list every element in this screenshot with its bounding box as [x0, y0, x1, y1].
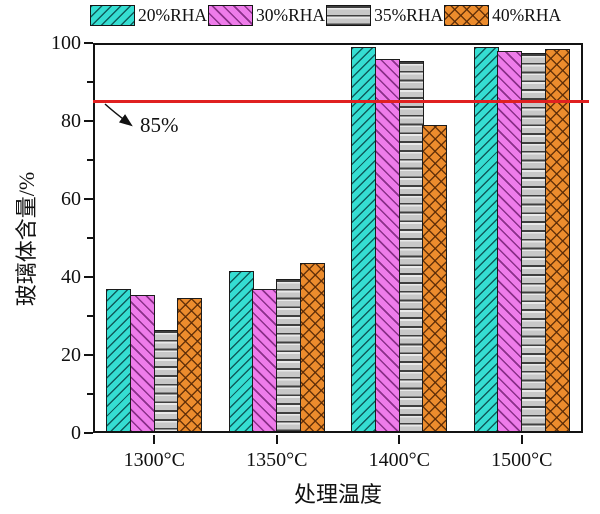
y-major-tick: [84, 276, 93, 279]
20%RHA-swatch-icon: [90, 5, 135, 26]
legend-label: 35%RHA: [374, 5, 444, 25]
y-tick-label: 100: [51, 32, 81, 54]
legend-item-35%RHA: 35%RHA: [326, 5, 443, 26]
reference-line-label: 85%: [140, 113, 179, 137]
bar-1500°C-35%RHA: [521, 52, 547, 433]
bar-1500°C-40%RHA: [544, 48, 570, 433]
y-minor-tick: [87, 393, 93, 395]
y-tick-label: 0: [71, 422, 81, 444]
x-tick: [520, 435, 523, 444]
reference-line-85: [93, 100, 589, 103]
bar-1350°C-20%RHA: [228, 271, 254, 433]
legend: 20%RHA 30%RHA 35%RHA 40%RHA: [90, 5, 561, 26]
y-major-tick: [84, 354, 93, 357]
bar-1300°C-30%RHA: [129, 294, 155, 433]
bar-1300°C-35%RHA: [153, 329, 179, 433]
bar-1350°C-35%RHA: [276, 278, 302, 433]
x-axis-title: 处理温度: [293, 482, 382, 507]
bar-1400°C-20%RHA: [351, 46, 377, 433]
bar-1400°C-35%RHA: [398, 60, 424, 433]
legend-label: 30%RHA: [256, 5, 326, 25]
bar-1300°C-20%RHA: [106, 288, 132, 433]
y-minor-tick: [87, 159, 93, 161]
y-minor-tick: [87, 81, 93, 83]
bar-group-1500°C: [461, 43, 584, 433]
y-tick-label: 40: [61, 266, 81, 288]
bar-1350°C-30%RHA: [252, 288, 278, 433]
y-axis-title: 玻璃体含量/%: [14, 171, 39, 307]
x-category-label: 1400°C: [368, 449, 430, 471]
y-tick-label: 60: [61, 188, 81, 210]
y-major-tick: [84, 42, 93, 45]
x-category-label: 1500°C: [491, 449, 553, 471]
x-tick: [275, 435, 278, 444]
y-major-tick: [84, 198, 93, 201]
35%RHA-swatch-icon: [326, 5, 372, 26]
bar-1350°C-40%RHA: [299, 263, 325, 433]
y-tick-label: 20: [61, 344, 81, 366]
30%RHA-swatch-icon: [208, 5, 254, 26]
legend-item-40%RHA: 40%RHA: [444, 5, 561, 26]
bar-1500°C-20%RHA: [473, 46, 499, 433]
legend-label: 20%RHA: [138, 5, 208, 25]
y-major-tick: [84, 120, 93, 123]
y-minor-tick: [87, 315, 93, 317]
legend-item-30%RHA: 30%RHA: [208, 5, 325, 26]
40%RHA-swatch-icon: [444, 5, 490, 26]
bar-1500°C-30%RHA: [497, 50, 523, 433]
x-category-label: 1350°C: [246, 449, 308, 471]
x-tick: [153, 435, 156, 444]
bar-1300°C-40%RHA: [177, 298, 203, 433]
plot-area: 85% 0 20 40 60 80 100 1300°C 1350°C 1400°C 1500°C: [51, 32, 589, 471]
bars: [93, 43, 583, 433]
bar-1400°C-30%RHA: [374, 58, 400, 433]
bar-1400°C-40%RHA: [422, 124, 448, 433]
legend-label: 40%RHA: [492, 5, 562, 25]
y-minor-tick: [87, 237, 93, 239]
x-tick: [398, 435, 401, 444]
y-tick-label: 80: [61, 110, 81, 132]
y-major-tick: [84, 432, 93, 435]
x-category-label: 1300°C: [123, 449, 185, 471]
bar-group-1350°C: [216, 43, 339, 433]
legend-item-20%RHA: 20%RHA: [90, 5, 207, 26]
bar-group-1400°C: [338, 43, 461, 433]
bar-group-1300°C: [93, 43, 216, 433]
